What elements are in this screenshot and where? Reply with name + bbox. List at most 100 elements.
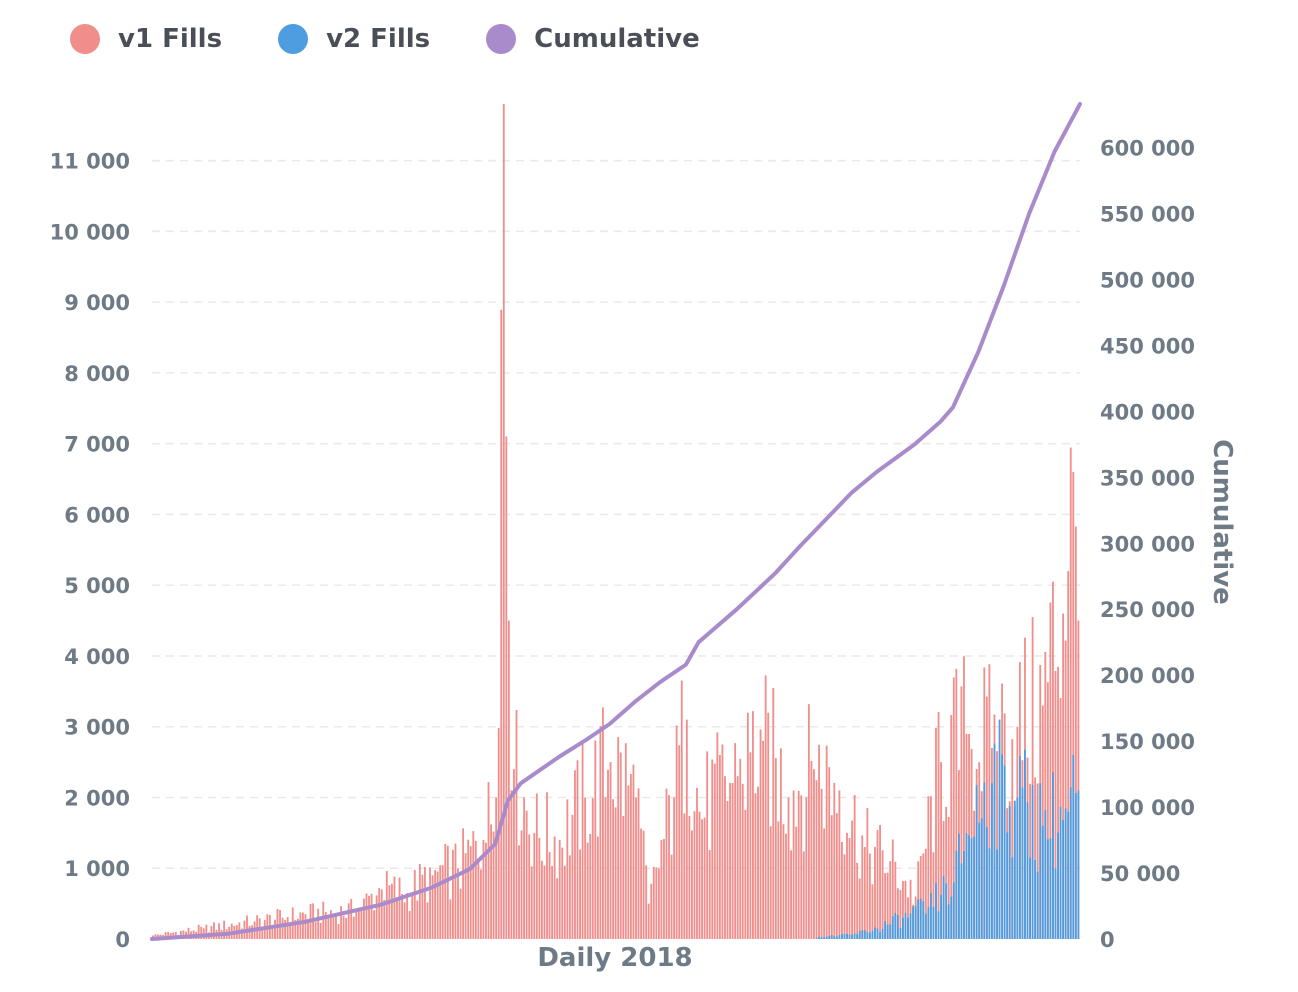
v2-fills-bar xyxy=(879,931,881,939)
v1-fills-bar xyxy=(396,897,398,939)
v1-fills-bar xyxy=(546,792,548,939)
right-tick-label: 250 000 xyxy=(1100,598,1195,622)
v1-fills-bar xyxy=(609,762,612,939)
v1-fills-bar xyxy=(785,833,787,939)
v1-fills-bar xyxy=(482,839,485,939)
v2-fills-bar xyxy=(998,719,1001,939)
v1-fills-bar xyxy=(294,919,297,939)
v1-fills-bar xyxy=(324,912,327,939)
v1-fills-bar xyxy=(416,900,419,939)
v1-fills-bar xyxy=(375,895,378,939)
v2-fills-bar xyxy=(843,933,846,939)
v2-fills-bar xyxy=(1041,825,1044,939)
left-tick-label: 8 000 xyxy=(64,362,130,386)
v2-fills-bar xyxy=(1059,806,1062,939)
v2-fills-bar xyxy=(830,935,833,939)
v1-fills-bar xyxy=(1011,739,1014,939)
v1-fills-bar xyxy=(619,752,622,939)
v2-swatch-icon xyxy=(278,24,309,54)
v2-fills-bar xyxy=(1074,793,1077,939)
v2-fills-bar xyxy=(899,927,902,939)
v1-fills-bar xyxy=(726,801,729,939)
v2-fills-bar xyxy=(1006,832,1009,939)
v2-fills-bar xyxy=(823,937,826,939)
v1-fills-bar xyxy=(902,880,904,939)
v2-fills-bar xyxy=(980,818,983,939)
v1-fills-bar xyxy=(490,824,492,939)
v1-fills-bar xyxy=(187,927,190,939)
v1-fills-bar xyxy=(365,893,368,939)
v1-fills-bar xyxy=(426,902,429,939)
v1-fills-bar xyxy=(904,880,907,939)
v1-fills-bar xyxy=(818,744,820,939)
v1-fills-bar xyxy=(1049,602,1052,939)
v1-fills-bar xyxy=(492,831,495,939)
v1-fills-bar xyxy=(663,838,665,939)
v1-fills-bar xyxy=(830,815,833,939)
v2-fills-bar xyxy=(838,935,841,939)
v1-fills-bar xyxy=(881,850,884,939)
v1-fills-bar xyxy=(436,871,439,939)
v1-fills-bar xyxy=(835,813,838,939)
v1-fills-bar xyxy=(568,855,571,939)
v1-fills-bar xyxy=(589,833,592,939)
legend: v1 Fills v2 Fills Cumulative xyxy=(70,24,700,54)
v1-fills-bar xyxy=(876,830,879,939)
v1-fills-bar xyxy=(683,813,686,939)
v1-fills-bar xyxy=(548,852,551,939)
v1-fills-bar xyxy=(434,870,437,939)
v1-fills-bar xyxy=(566,799,569,939)
v1-fills-bar xyxy=(197,924,200,939)
left-tick-label: 5 000 xyxy=(64,574,130,598)
v1-fills-bar xyxy=(370,893,373,939)
v1-fills-bar xyxy=(698,811,701,939)
v1-fills-bar xyxy=(431,875,434,939)
v1-fills-bar xyxy=(929,796,932,939)
v1-fills-bar xyxy=(390,883,393,939)
v1-fills-bar xyxy=(680,680,683,939)
legend-item-v1[interactable]: v1 Fills xyxy=(70,24,222,54)
v1-fills-bar xyxy=(960,686,963,939)
v1-fills-bar xyxy=(561,847,564,939)
legend-item-v2[interactable]: v2 Fills xyxy=(278,24,430,54)
left-tick-label: 11 000 xyxy=(50,150,130,174)
v1-fills-bar xyxy=(813,769,815,939)
v2-fills-bar xyxy=(1077,790,1080,939)
v1-fills-bar xyxy=(935,727,937,939)
v2-fills-bar xyxy=(1064,808,1067,939)
v2-fills-bar xyxy=(848,934,851,939)
v2-fills-bar xyxy=(861,930,864,939)
v1-fills-bar xyxy=(841,841,843,939)
v1-fills-bar xyxy=(810,761,813,939)
v1-fills-bar xyxy=(439,865,442,939)
right-tick-label: 500 000 xyxy=(1100,268,1195,292)
v1-fills-bar xyxy=(734,743,737,939)
v2-fills-bar xyxy=(863,930,866,939)
v2-fills-bar xyxy=(935,883,937,939)
v1-fills-bar xyxy=(711,759,714,939)
v1-fills-bar xyxy=(627,785,630,939)
v1-fills-bar xyxy=(296,918,299,939)
v1-fills-bar xyxy=(716,732,719,939)
v1-fills-bar xyxy=(924,848,927,939)
v1-fills-bar xyxy=(1077,620,1080,939)
v1-fills-bar xyxy=(322,901,325,939)
v1-fills-bar xyxy=(884,873,887,939)
v1-fills-bar xyxy=(795,826,798,939)
v2-fills-bar xyxy=(1031,784,1034,939)
v1-fills-bar xyxy=(581,743,584,939)
left-tick-label: 0 xyxy=(115,928,130,952)
v1-fills-bar xyxy=(357,907,360,939)
v1-fills-bar xyxy=(937,712,940,939)
v1-fills-bar xyxy=(223,920,226,939)
legend-item-cumulative[interactable]: Cumulative xyxy=(486,24,700,54)
v2-fills-bar xyxy=(912,906,915,939)
v2-fills-bar xyxy=(835,936,838,939)
v1-fills-bar xyxy=(741,783,744,939)
v1-fills-bar xyxy=(927,796,930,939)
v2-fills-bar xyxy=(929,892,932,939)
v1-fills-bar xyxy=(866,808,869,939)
v1-fills-bar xyxy=(373,910,376,939)
v1-fills-bar xyxy=(515,710,518,939)
